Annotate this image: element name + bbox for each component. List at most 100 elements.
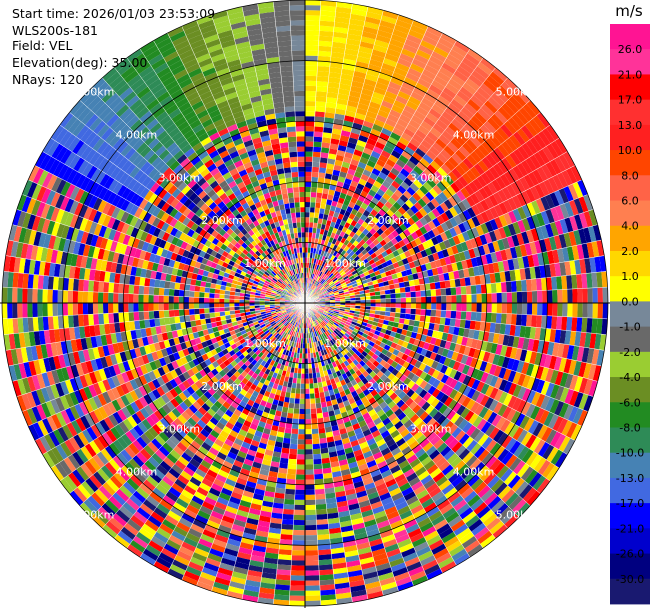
radar-gate: [361, 267, 368, 274]
radar-gate: [305, 116, 315, 122]
radar-gate: [380, 150, 391, 159]
radar-gate: [322, 274, 328, 280]
ray-separator: [304, 137, 560, 304]
radar-gate: [451, 295, 457, 303]
radar-gate: [320, 250, 325, 256]
radar-gate: [391, 104, 404, 114]
radar-gate: [338, 290, 344, 294]
radar-gate: [395, 298, 401, 303]
radar-gate: [418, 277, 425, 285]
radar-gate: [305, 545, 318, 551]
radar-gate: [497, 189, 508, 203]
radar-gate: [496, 303, 502, 314]
radar-gate: [514, 269, 521, 281]
radar-gate: [305, 65, 318, 71]
radar-gate: [552, 174, 564, 190]
radar-gate: [455, 164, 466, 176]
radar-gate: [470, 285, 477, 295]
radar-gate: [446, 295, 452, 303]
radar-gate: [347, 28, 363, 37]
radar-gate: [382, 180, 392, 189]
radar-gate: [404, 263, 411, 271]
radar-gate: [290, 433, 299, 440]
radar-gate: [526, 100, 541, 116]
radar-gate: [449, 206, 459, 218]
radar-gate: [316, 71, 330, 77]
radar-gate: [314, 121, 324, 128]
radar-gate: [354, 264, 361, 270]
radar-gate: [436, 181, 447, 192]
radar-gate: [313, 286, 317, 291]
radar-gate: [471, 227, 480, 238]
radar-gate: [322, 132, 332, 139]
radar-gate: [485, 312, 492, 323]
radar-gate: [348, 95, 360, 103]
radar-gate: [409, 137, 421, 148]
radar-gate: [509, 134, 522, 149]
radar-gate: [531, 377, 541, 392]
radar-gate: [501, 237, 510, 250]
radar-gate: [341, 161, 351, 169]
ray-separator: [304, 26, 429, 304]
radar-gate: [322, 268, 327, 274]
radar-gate: [438, 273, 445, 282]
radar-gate: [295, 474, 305, 480]
radar-gate: [522, 337, 530, 351]
radar-gate: [467, 48, 484, 62]
radar-gate: [383, 123, 395, 132]
radar-gate: [341, 282, 347, 287]
radar-gate: [400, 303, 407, 309]
radar-gate: [335, 265, 341, 271]
radar-gate: [312, 292, 317, 297]
radar-gate: [549, 328, 557, 343]
radar-gate: [453, 270, 460, 280]
radar-gate: [305, 398, 311, 405]
radar-gate: [494, 216, 503, 229]
radar-gate: [298, 413, 305, 420]
radar-gate: [394, 332, 402, 340]
radar-gate: [521, 374, 531, 389]
radar-gate: [310, 408, 317, 414]
radar-gate: [365, 245, 372, 253]
radar-gate: [305, 550, 319, 556]
radar-gate: [342, 258, 348, 264]
radar-gate: [586, 348, 595, 364]
radar-gate: [521, 291, 528, 303]
radar-gate: [446, 333, 454, 343]
radar-gate: [346, 282, 353, 287]
radar-gate: [426, 238, 435, 248]
radar-gate: [521, 204, 532, 218]
radar-gate: [563, 358, 572, 374]
radar-gate: [459, 86, 474, 99]
radar-gate: [415, 308, 421, 316]
radar-gate: [512, 336, 520, 349]
radar-gate: [485, 153, 497, 167]
radar-gate: [582, 288, 588, 303]
radar-gate: [545, 382, 555, 398]
radar-gate: [319, 208, 325, 215]
radar-gate: [318, 167, 327, 174]
radar-gate: [313, 286, 318, 292]
radar-gate: [348, 163, 358, 171]
radar-gate: [333, 26, 349, 34]
radar-gate: [370, 96, 383, 105]
radar-gate: [421, 97, 435, 109]
radar-gate: [369, 172, 379, 181]
radar-gate: [424, 283, 431, 291]
ray-separator: [304, 302, 608, 320]
radar-gate: [516, 303, 523, 315]
radar-gate: [316, 407, 323, 414]
radar-gate: [407, 274, 414, 281]
radar-gate: [305, 499, 316, 505]
radar-gate: [592, 224, 602, 242]
radar-gate: [364, 164, 374, 173]
radar-gate: [547, 341, 555, 356]
radar-gate: [343, 199, 351, 207]
radar-gate: [452, 193, 462, 204]
radar-gate: [587, 363, 597, 381]
radar-gate: [290, 575, 305, 581]
radar-gate: [335, 185, 343, 193]
radar-gate: [556, 343, 565, 358]
radar-gate: [283, 432, 292, 439]
radar-gate: [542, 127, 555, 144]
